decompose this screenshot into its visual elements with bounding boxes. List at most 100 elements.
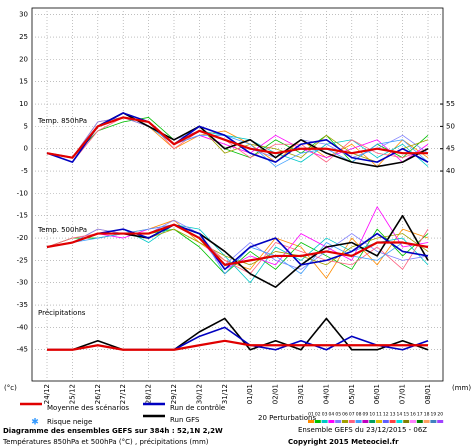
series-line xyxy=(46,116,428,159)
perturbations-label: 20 Perturbations xyxy=(258,414,316,422)
chart-title: Diagramme des ensembles GEFS sur 384h : … xyxy=(3,427,223,435)
y-tick-label: -5 xyxy=(21,167,28,175)
legend-label: 09 xyxy=(363,412,369,418)
panel-label: Temp. 850hPa xyxy=(37,117,87,125)
x-tick-label: 24/12 xyxy=(43,384,51,404)
legend-label: 01 xyxy=(308,412,314,418)
legend-swatch xyxy=(403,420,410,423)
y-tick-label: -45 xyxy=(17,346,28,354)
y-tick-label: -35 xyxy=(17,301,28,309)
legend-swatch xyxy=(342,420,348,423)
legend-swatch xyxy=(437,420,444,423)
legend-label: 03 xyxy=(322,412,328,418)
legend-label: 11 xyxy=(376,412,382,418)
perturbation-line xyxy=(46,117,429,163)
legend-label: 20 xyxy=(437,412,443,418)
x-tick-label: 25/12 xyxy=(68,384,76,404)
legend-swatch xyxy=(430,420,437,423)
panel-label: Temp. 500hPa xyxy=(37,226,87,234)
x-tick-label: 30/12 xyxy=(195,384,203,404)
legend-label: 14 xyxy=(397,412,403,418)
legend-label: 12 xyxy=(383,412,389,418)
x-tick-label: 07/01 xyxy=(399,384,407,404)
y2-tick-label: 40 xyxy=(446,167,455,175)
y-tick-label: 15 xyxy=(19,78,28,86)
x-tick-label: 29/12 xyxy=(170,384,178,404)
y-tick-label: -10 xyxy=(17,189,28,197)
legend-label: 06 xyxy=(342,412,348,418)
x-tick-label: 31/12 xyxy=(221,384,229,404)
legend-label: 08 xyxy=(356,412,362,418)
x-tick-label: 03/01 xyxy=(297,384,305,404)
legend-label: Run de contrôle xyxy=(170,404,225,412)
y2-tick-label: 55 xyxy=(446,100,455,108)
precip-line xyxy=(47,339,428,351)
y-tick-label: 0 xyxy=(24,145,28,153)
legend-swatch xyxy=(382,420,389,423)
legend-swatch xyxy=(369,420,376,423)
series-line xyxy=(46,223,429,271)
y-tick-label: -30 xyxy=(17,279,28,287)
y-tick-label: 30 xyxy=(19,11,28,19)
y-unit: (°c) xyxy=(4,384,17,392)
plot-frame xyxy=(31,7,444,382)
legend-swatch xyxy=(396,420,403,423)
legend-label: Run GFS xyxy=(170,416,200,424)
legend-label: 02 xyxy=(315,412,321,418)
legend-swatch xyxy=(376,420,382,423)
y-tick-label: 20 xyxy=(19,55,28,63)
legend-label: 15 xyxy=(403,412,409,418)
precip-line xyxy=(47,317,429,351)
legend-label: Moyenne des scénarios xyxy=(47,404,129,412)
legend-swatch xyxy=(410,420,416,423)
legend-swatch xyxy=(355,420,362,423)
legend-label: 13 xyxy=(390,412,396,418)
series-line xyxy=(46,223,429,266)
legend-label: 10 xyxy=(369,412,375,418)
snow-icon: ✱ xyxy=(31,418,39,428)
legend-label: 07 xyxy=(349,412,355,418)
y-tick-label: -20 xyxy=(17,234,28,242)
legend-swatch xyxy=(314,420,321,423)
x-tick-label: 02/01 xyxy=(272,384,280,404)
x-tick-label: 28/12 xyxy=(145,384,153,404)
legend-swatch xyxy=(389,420,396,423)
legend-label: 18 xyxy=(424,412,430,418)
legend-swatch xyxy=(362,420,369,423)
legend-swatch xyxy=(328,420,335,423)
legend-swatch xyxy=(335,420,342,423)
legend-label: 19 xyxy=(431,412,437,418)
y2-tick-label: 45 xyxy=(446,145,455,153)
legend-swatch xyxy=(308,420,314,423)
legend-label: 17 xyxy=(417,412,423,418)
legend-label: 05 xyxy=(335,412,341,418)
run-info: Ensemble GEFS du 23/12/2015 - 06Z xyxy=(298,426,427,434)
x-tick-label: 06/01 xyxy=(373,384,381,404)
legend-swatch xyxy=(348,420,355,423)
legend-swatch xyxy=(416,420,423,423)
y-tick-label: 10 xyxy=(19,100,28,108)
legend-label: Risque neige xyxy=(47,418,92,426)
x-tick-label: 26/12 xyxy=(94,384,102,404)
y2-unit: (mm) xyxy=(452,384,471,392)
y2-tick-label: 50 xyxy=(446,122,455,130)
legend-swatch xyxy=(423,420,430,423)
legend-label: 16 xyxy=(410,412,416,418)
chart-subtitle: Températures 850hPa et 500hPa (°C) , pré… xyxy=(2,438,209,446)
y-tick-label: 25 xyxy=(19,33,28,41)
x-tick-label: 04/01 xyxy=(322,384,330,404)
x-tick-label: 05/01 xyxy=(348,384,356,404)
x-tick-label: 27/12 xyxy=(119,384,127,404)
y-tick-label: -25 xyxy=(17,256,28,264)
y-tick-label: 5 xyxy=(24,122,28,130)
perturbation-line xyxy=(46,224,429,275)
x-tick-label: 01/01 xyxy=(246,384,254,404)
panel-label: Précipitations xyxy=(38,309,86,317)
legend-swatch xyxy=(321,420,328,423)
y-tick-label: -40 xyxy=(17,323,28,331)
copyright: Copyright 2015 Meteociel.fr xyxy=(288,438,399,446)
x-tick-label: 08/01 xyxy=(424,384,432,404)
y-tick-label: -15 xyxy=(17,212,28,220)
